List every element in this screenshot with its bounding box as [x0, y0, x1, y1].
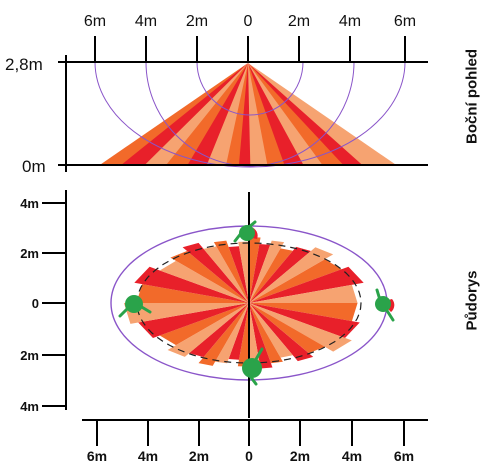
plan-ray [249, 303, 260, 363]
bottom-tick-label-7: 6m [394, 448, 414, 464]
plan-ray [134, 266, 249, 303]
top-tick-label-5: 2m [288, 13, 310, 30]
plan-ray [249, 248, 293, 303]
floor-plan: 4m 2m 0 2m 4m 6m 4m 2m 0 2m 4m 6m [20, 190, 428, 464]
person-icon-top [233, 220, 258, 243]
side-view-rays [101, 63, 395, 164]
plan-ray [249, 303, 273, 369]
y-tick-label-3: 0 [32, 296, 39, 311]
person-icon-right [375, 288, 395, 322]
plan-ray [249, 246, 311, 303]
plan-ray [249, 303, 352, 352]
bottom-tick-label-5: 2m [290, 448, 310, 464]
top-tick-label-2: 4m [135, 13, 157, 30]
plan-ray [159, 303, 249, 346]
plan-ray [237, 303, 249, 367]
side-ray [248, 63, 395, 164]
side-ray [101, 63, 248, 164]
plan-ray [249, 247, 334, 303]
person-icon-left [118, 295, 152, 318]
plan-ray [182, 242, 249, 303]
plan-ray [249, 303, 360, 338]
plan-ray [136, 284, 249, 303]
side-ray [122, 63, 248, 164]
plan-ray [228, 246, 249, 303]
side-view-title: Boční pohled [463, 49, 481, 144]
side-ray [145, 63, 248, 164]
plan-ray [249, 303, 358, 322]
bottom-tick-label-3: 2m [189, 448, 209, 464]
floor-plan-rays [123, 237, 364, 369]
plan-ray [249, 244, 271, 303]
plan-ray [249, 303, 293, 358]
range-arc-2m [196, 61, 304, 116]
height-top-label: 2,8m [5, 55, 43, 74]
person-icon-bottom [242, 347, 264, 386]
top-tick-label-3: 2m [186, 13, 208, 30]
side-ray [166, 63, 248, 164]
plan-ray [249, 303, 314, 362]
plan-ray [159, 260, 249, 303]
top-tick-label-1: 6m [84, 13, 106, 30]
floor-plan-title: Půdorys [463, 270, 481, 331]
top-tick-label-7: 6m [394, 13, 416, 30]
y-tick-label-2: 2m [20, 246, 39, 261]
side-view-top-labels: 6m 4m 2m 0 2m 4m 6m [84, 13, 416, 30]
plan-ray [249, 237, 261, 303]
plan-ray [213, 240, 249, 303]
plan-ray [238, 241, 249, 303]
plan-ray [228, 303, 249, 360]
floor-plan-y-labels: 4m 2m 0 2m 4m [20, 196, 39, 414]
plan-ray [198, 303, 249, 366]
top-tick-label-4: 0 [244, 13, 253, 30]
plan-ray [249, 259, 342, 303]
y-tick-label-5: 4m [20, 399, 39, 414]
bottom-tick-label-4: 0 [245, 448, 253, 464]
height-bottom-label: 0m [22, 157, 46, 176]
plan-ray [170, 250, 249, 303]
plan-ray [249, 303, 283, 364]
side-view: 6m 4m 2m 0 2m 4m 6m 2,8m 0m [5, 13, 428, 176]
top-tick-label-6: 4m [339, 13, 361, 30]
floor-plan-bottom-labels: 6m 4m 2m 0 2m 4m 6m [87, 448, 414, 464]
plan-ray [249, 240, 285, 303]
plan-ray [123, 303, 249, 324]
plan-ray [138, 303, 249, 338]
y-tick-label-1: 4m [20, 196, 39, 211]
plan-ray [167, 303, 249, 357]
plan-ray [189, 303, 249, 358]
plan-ray [249, 266, 364, 303]
plan-ray [215, 303, 249, 364]
plan-ray [249, 284, 358, 303]
side-ray [188, 63, 248, 164]
plan-ray [249, 303, 325, 354]
side-view-axes [58, 36, 428, 172]
y-tick-label-4: 2m [20, 348, 39, 363]
range-arc-6m [94, 61, 406, 168]
side-ray [207, 63, 248, 164]
bottom-tick-label-2: 4m [138, 448, 158, 464]
plan-ray [203, 246, 249, 303]
bottom-tick-label-1: 6m [87, 448, 107, 464]
bottom-tick-label-6: 4m [342, 448, 362, 464]
